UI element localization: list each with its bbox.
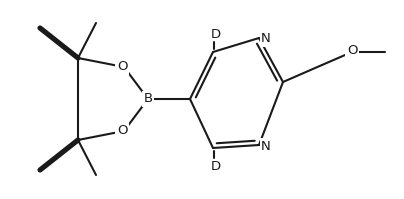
- Text: D: D: [211, 27, 221, 41]
- Text: N: N: [261, 32, 271, 46]
- Text: O: O: [117, 60, 127, 73]
- Text: D: D: [211, 160, 221, 173]
- Text: N: N: [261, 139, 271, 152]
- Text: O: O: [347, 45, 357, 58]
- Text: O: O: [117, 125, 127, 138]
- Text: B: B: [143, 93, 153, 105]
